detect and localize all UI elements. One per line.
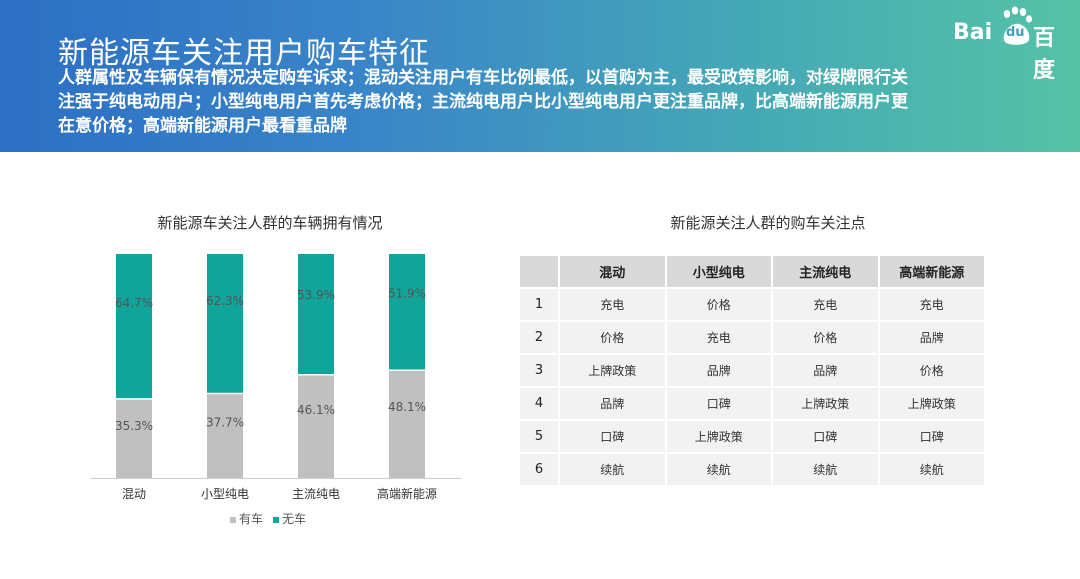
table-row: 5 口碑 上牌政策 口碑 口碑 [518,419,986,454]
table-body: 1 充电 价格 充电 充电 2 价格 充电 价格 品牌 3 上牌政策 品牌 品牌 价格 4 品牌 口碑 上牌政策 上牌… [518,287,986,487]
x-tick-label-3: 高端新能源 [377,486,437,501]
table-cell: 价格 [558,320,667,355]
x-tick-label-2: 主流纯电 [292,487,340,501]
table-cell: 充电 [877,287,986,322]
table-cell: 价格 [664,287,773,322]
table-cell: 价格 [771,320,880,355]
baidu-logo: Bai du 百度 [953,6,1073,83]
table-header-row: 混动 小型纯电 主流纯电 高端新能源 [518,254,986,289]
bar-owned-1 [207,393,243,478]
data-label-none-2: 53.9% [297,288,335,302]
table-rank-cell: 4 [518,386,560,421]
purchase-focus-table: 混动 小型纯电 主流纯电 高端新能源 1 充电 价格 充电 充电 2 价格 充电 价格 品牌 3 上牌政策品… [518,254,986,487]
legend-item-owned: 有车 [230,510,263,527]
table-cell: 口碑 [558,419,667,454]
table-header-cell: 主流纯电 [771,254,880,289]
paw-icon [1003,6,1032,45]
data-label-owned-1: 37.7% [206,415,244,429]
table-header-cell: 高端新能源 [877,254,986,289]
data-label-none-3: 51.9% [388,286,426,300]
chart-title: 新能源车关注人群的车辆拥有情况 [157,214,383,232]
bar-none-0 [116,254,152,399]
table-cell: 价格 [877,353,986,388]
bar-none-3 [389,254,425,371]
data-label-owned-0: 35.3% [115,419,153,433]
data-label-none-0: 64.7% [115,296,153,310]
legend-swatch-owned [230,516,236,523]
table-rank-cell: 5 [518,419,560,454]
table-header-cell: 混动 [558,254,667,289]
table-cell: 口碑 [771,419,880,454]
table-cell: 品牌 [877,320,986,355]
legend-swatch-none [273,516,280,523]
table-cell: 品牌 [771,353,880,388]
table-cell: 续航 [877,452,986,487]
table-rank-cell: 1 [518,287,560,322]
table-cell: 上牌政策 [877,386,986,421]
table-header-cell: 小型纯电 [664,254,773,289]
page-title: 新能源车关注用户购车特征 [58,36,430,71]
table-rank-cell: 3 [518,353,560,388]
page-subtitle: 人群属性及车辆保有情况决定购车诉求；混动关注用户有车比例最低，以首购为主，最受政… [58,68,908,136]
data-label-owned-2: 46.1% [297,403,335,417]
table-title: 新能源关注人群的购车关注点 [670,214,866,232]
table-cell: 品牌 [558,386,667,421]
table-header-corner [518,254,560,289]
table-row: 2 价格 充电 价格 品牌 [518,320,986,355]
table-cell: 上牌政策 [558,353,667,388]
bar-owned-2 [298,374,334,478]
data-label-none-1: 62.3% [206,294,244,308]
x-tick-label-1: 小型纯电 [201,487,249,501]
logo-text-du: du [1006,25,1025,40]
data-label-owned-3: 48.1% [388,400,426,414]
bar-owned-0 [116,398,152,478]
table-row: 4 品牌 口碑 上牌政策 上牌政策 [518,386,986,421]
table-row: 6 续航 续航 续航 续航 [518,452,986,487]
table-cell: 充电 [558,287,667,322]
table-cell: 充电 [771,287,880,322]
legend-label-none: 无车 [282,512,307,526]
table-cell: 品牌 [664,353,773,388]
table-rank-cell: 2 [518,320,560,355]
table-row: 1 充电 价格 充电 充电 [518,287,986,322]
x-tick-label-0: 混动 [122,487,146,501]
table-cell: 充电 [664,320,773,355]
bar-owned-3 [389,370,425,478]
legend-item-none: 无车 [273,510,306,527]
table-cell: 上牌政策 [664,419,773,454]
logo-text-cn: 百度 [1033,26,1056,83]
table-cell: 口碑 [877,419,986,454]
table-cell: 上牌政策 [771,386,880,421]
table-cell: 续航 [558,452,667,487]
legend-label-owned: 有车 [239,512,264,526]
table-rank-cell: 6 [518,452,560,487]
table-cell: 续航 [771,452,880,487]
bar-none-2 [298,254,334,375]
stacked-bar-chart: 35.3% 64.7% 混动 37.7% 62.3% 小型纯电 46.1% 53.9% 主流纯电… [90,254,462,501]
logo-text-bai: Bai [953,20,993,45]
header-banner: 新能源车关注用户购车特征 人群属性及车辆保有情况决定购车诉求；混动关注用户有车比… [0,0,1080,152]
table-cell: 口碑 [664,386,773,421]
table-row: 3 上牌政策 品牌 品牌 价格 [518,353,986,388]
chart-legend: 有车 无车 [230,510,306,527]
table-cell: 续航 [664,452,773,487]
bar-none-1 [207,254,243,394]
